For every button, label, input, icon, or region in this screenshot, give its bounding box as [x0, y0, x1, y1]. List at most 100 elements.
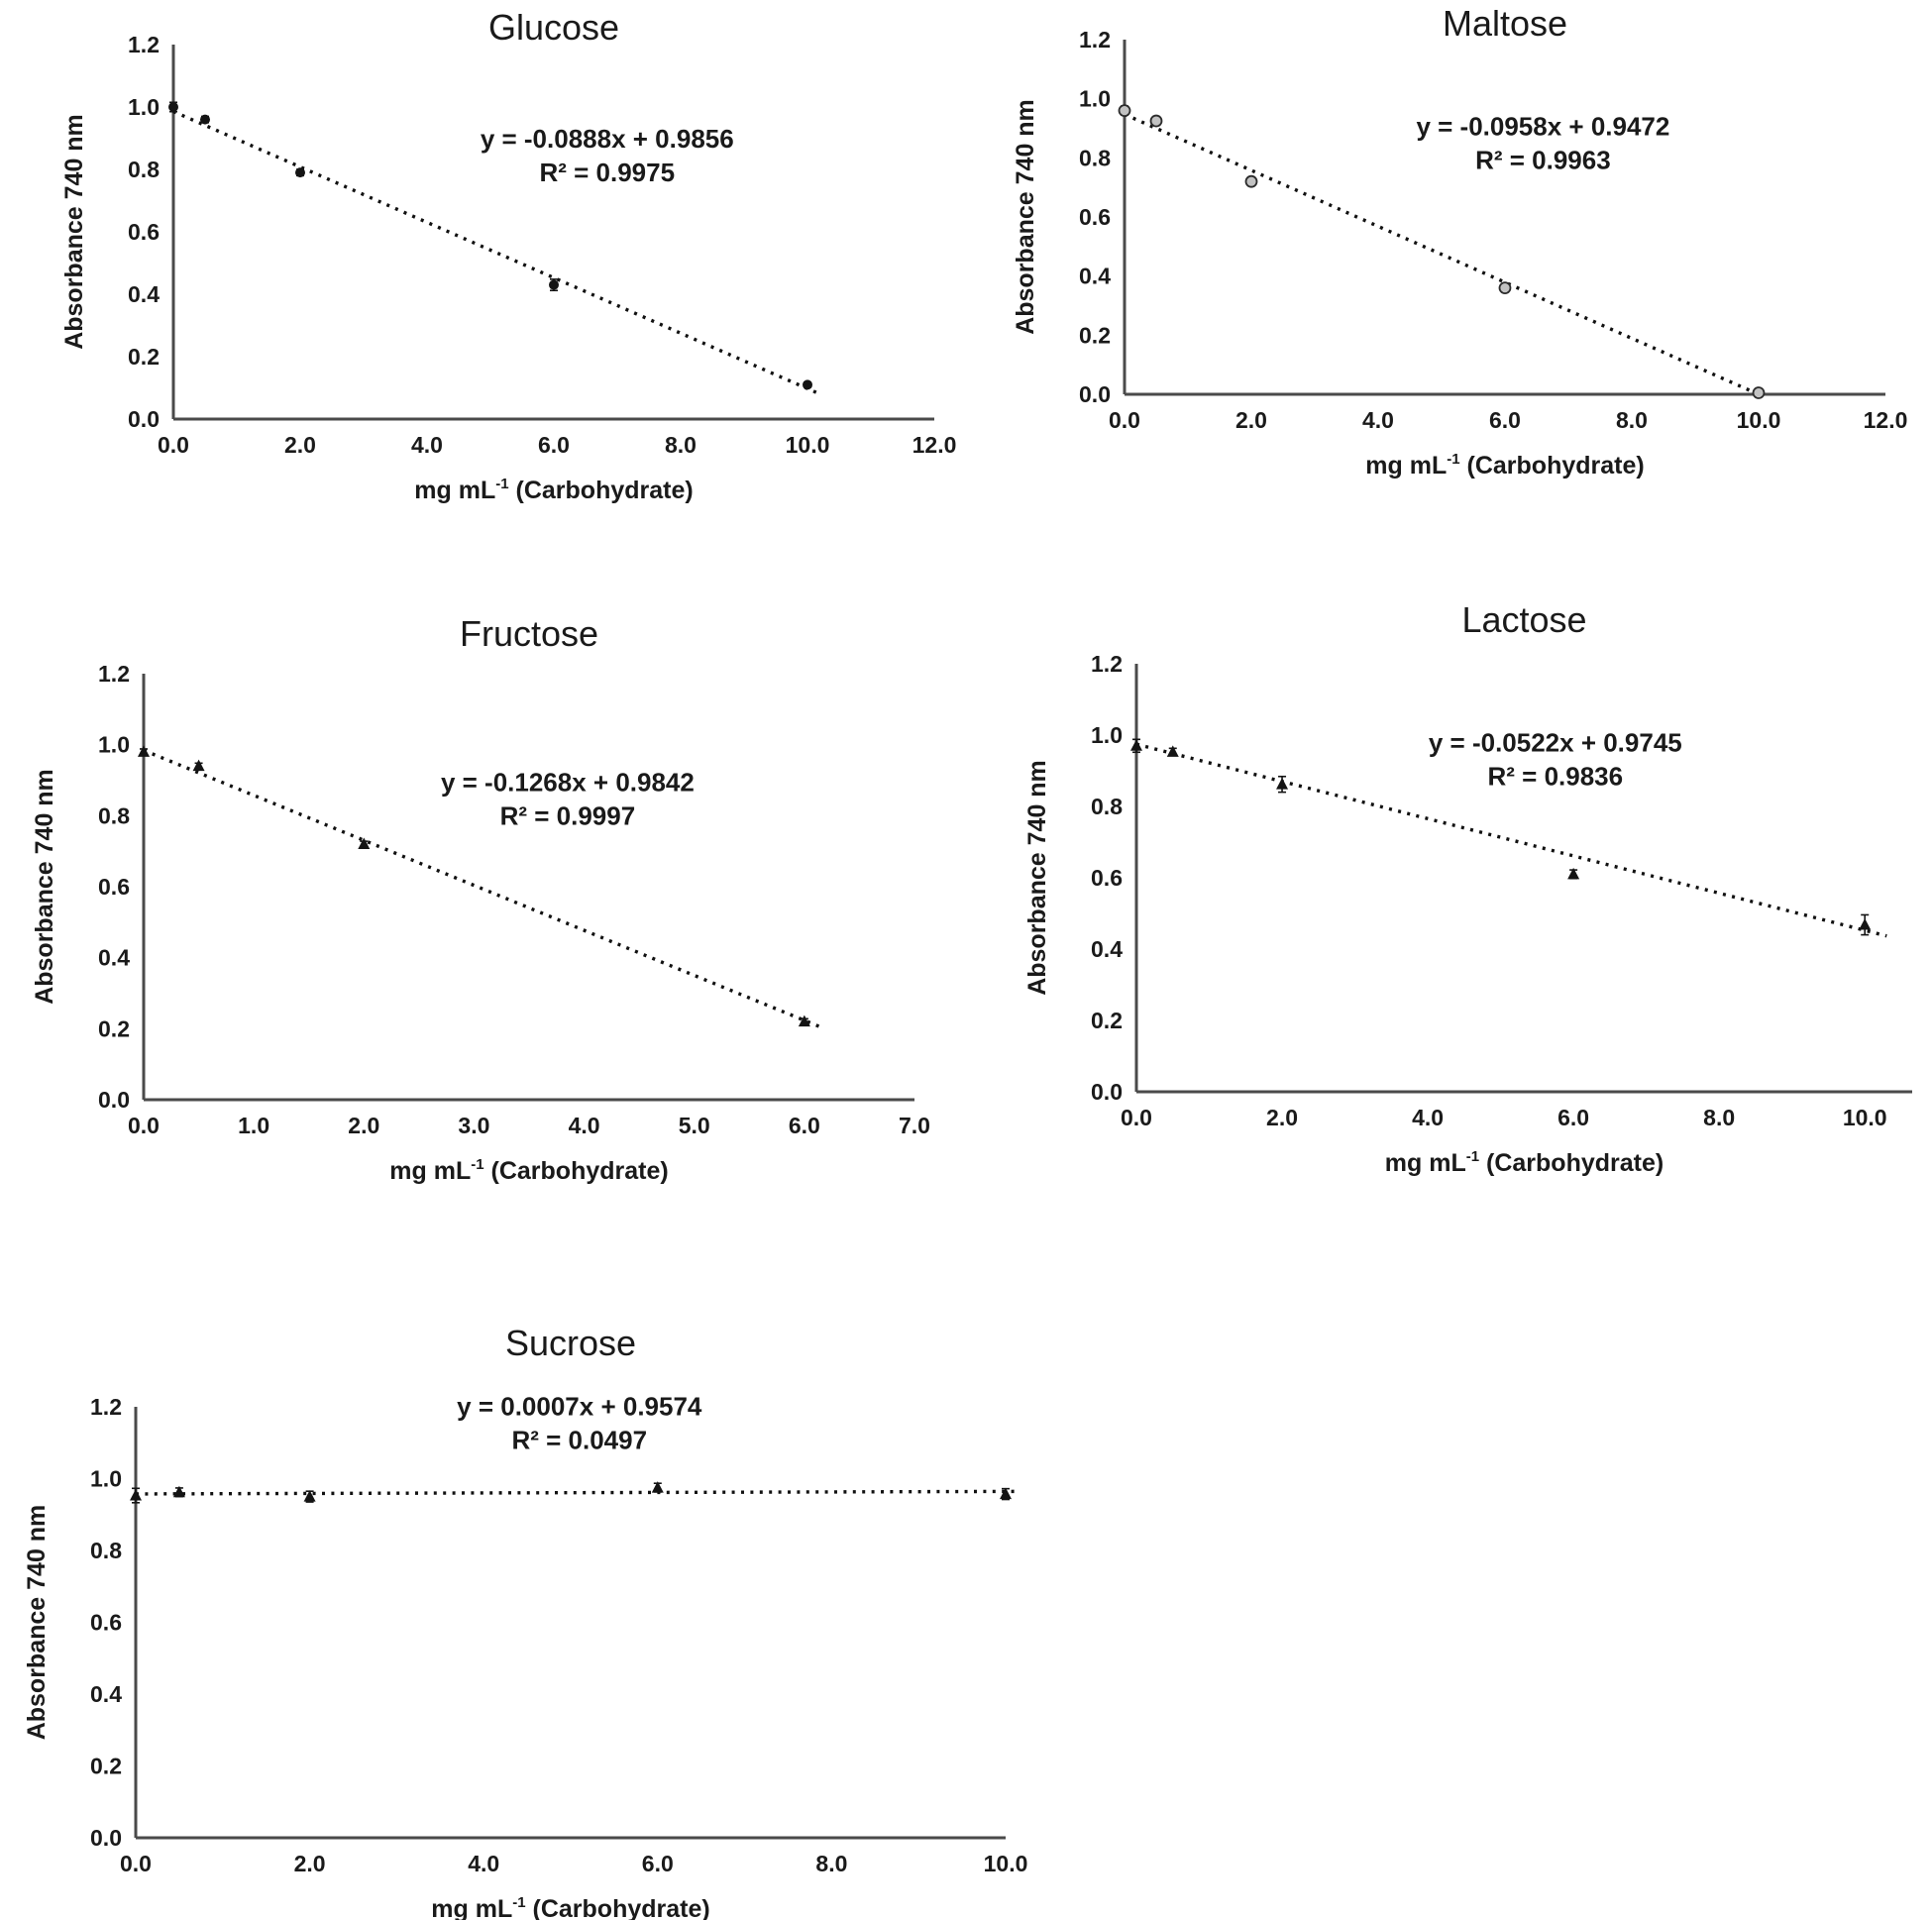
y-tick-label: 0.6: [98, 874, 130, 900]
x-tick-label: 0.0: [158, 432, 189, 458]
y-tick-label: 1.0: [1091, 722, 1123, 748]
x-axis-label: mg mL-1 (Carbohydrate): [1365, 451, 1644, 480]
chart-title: Fructose: [460, 613, 598, 654]
trendline-dotted: [172, 109, 818, 395]
data-point: [358, 837, 371, 849]
trendline-equation: y = -0.0522x + 0.9745: [1429, 728, 1682, 758]
data-point: [1859, 918, 1872, 930]
x-axis-label: mg mL-1 (Carbohydrate): [431, 1894, 709, 1920]
x-tick-label: 4.0: [411, 432, 443, 458]
chart-sucrose: 0.0 0.2 0.4 0.6 0.8 1.0 1.2 0.0 2.0 4.0 6.0 8.0 10.0…: [20, 1268, 1040, 1920]
y-tick-label: 1.2: [1091, 651, 1123, 677]
data-point: [1752, 386, 1766, 399]
x-tick-label: 10.0: [786, 432, 830, 458]
y-tick-label: 0.2: [98, 1015, 130, 1041]
data-point: [192, 759, 205, 772]
data-point: [651, 1481, 664, 1493]
chart-maltose: 0.0 0.2 0.4 0.6 0.8 1.0 1.2 0.0 2.0 4.0 6.0 8.0 10.0…: [1011, 0, 1932, 540]
x-axis-label: mg mL-1 (Carbohydrate): [389, 1156, 668, 1185]
x-tick-label: 10.0: [1843, 1105, 1887, 1130]
data-point: [168, 102, 178, 112]
x-tick-label: 3.0: [458, 1113, 489, 1138]
x-tick-label: 4.0: [1412, 1105, 1444, 1130]
y-tick-label: 0.2: [1091, 1008, 1123, 1033]
y-tick-label: 0.6: [128, 219, 160, 245]
x-tick-label: 8.0: [1703, 1105, 1735, 1130]
y-tick-label: 0.0: [1091, 1079, 1123, 1105]
y-axis-label: Absorbance 740 nm: [23, 1505, 51, 1741]
maltose-plot-svg: 0.0 0.2 0.4 0.6 0.8 1.0 1.2 0.0 2.0 4.0 6.0 8.0 10.0…: [1012, 3, 1908, 480]
y-tick-label: 1.2: [90, 1394, 122, 1420]
y-tick-label: 0.0: [98, 1087, 130, 1113]
trendline-equation: y = 0.0007x + 0.9574: [457, 1392, 702, 1422]
y-tick-label: 0.8: [98, 802, 130, 828]
x-tick-label: 6.0: [789, 1113, 820, 1138]
data-point: [1118, 104, 1131, 117]
x-tick-label: 12.0: [912, 432, 957, 458]
x-tick-label: 6.0: [1489, 407, 1521, 433]
x-tick-label: 2.0: [1266, 1105, 1298, 1130]
y-tick-label: 0.4: [1079, 264, 1111, 289]
chart-title: Maltose: [1443, 3, 1567, 44]
data-point: [1149, 114, 1163, 128]
data-point: [803, 379, 812, 390]
trendline-dotted: [1135, 742, 1887, 938]
x-tick-label: 2.0: [284, 432, 316, 458]
trendline-equation: y = -0.0958x + 0.9472: [1416, 112, 1669, 142]
y-tick-label: 0.2: [90, 1754, 122, 1779]
y-tick-label: 0.0: [90, 1825, 122, 1851]
data-point: [1244, 174, 1258, 188]
y-tick-label: 1.2: [98, 661, 130, 687]
y-tick-label: 0.8: [128, 157, 160, 182]
y-tick-label: 1.2: [128, 32, 160, 57]
trendline-dotted: [1124, 112, 1760, 396]
r-squared-value: R² = 0.9963: [1475, 146, 1611, 175]
y-tick-label: 0.6: [1091, 865, 1123, 891]
glucose-plot-svg: 0.0 0.2 0.4 0.6 0.8 1.0 1.2 0.0 2.0 4.0 6.0 8.0 10.0…: [60, 7, 957, 504]
y-tick-label: 0.4: [1091, 936, 1123, 962]
data-point: [172, 1485, 185, 1498]
trendline-equation: y = -0.1268x + 0.9842: [441, 767, 695, 797]
x-tick-label: 2.0: [294, 1851, 326, 1876]
chart-fructose: 0.0 0.2 0.4 0.6 0.8 1.0 1.2 0.0 1.0 2.0 3.0 4.0 5.0 6…: [30, 555, 981, 1228]
data-point: [200, 114, 210, 125]
r-squared-value: R² = 0.9997: [500, 800, 636, 830]
x-axis-label: mg mL-1 (Carbohydrate): [414, 476, 693, 504]
x-tick-label: 8.0: [815, 1851, 847, 1876]
y-axis-label: Absorbance 740 nm: [1023, 760, 1051, 996]
x-tick-label: 8.0: [1616, 407, 1648, 433]
y-tick-label: 0.4: [128, 281, 160, 307]
x-tick-label: 0.0: [120, 1851, 152, 1876]
fructose-plot-svg: 0.0 0.2 0.4 0.6 0.8 1.0 1.2 0.0 1.0 2.0 3.0 4.0 5.0 6…: [31, 613, 930, 1185]
y-tick-label: 1.0: [128, 94, 160, 120]
y-tick-label: 0.6: [1079, 204, 1111, 230]
x-tick-label: 5.0: [679, 1113, 710, 1138]
y-tick-label: 0.4: [90, 1681, 122, 1707]
x-tick-label: 4.0: [468, 1851, 499, 1876]
x-tick-label: 2.0: [348, 1113, 379, 1138]
data-point: [1567, 867, 1580, 880]
x-tick-label: 0.0: [1121, 1105, 1152, 1130]
x-tick-label: 0.0: [1109, 407, 1140, 433]
data-point: [130, 1489, 142, 1501]
y-axis-label: Absorbance 740 nm: [1012, 99, 1039, 335]
data-point: [303, 1490, 316, 1502]
data-point: [549, 279, 559, 290]
x-tick-label: 12.0: [1864, 407, 1908, 433]
r-squared-value: R² = 0.9836: [1488, 762, 1624, 792]
data-point: [138, 745, 150, 757]
y-tick-label: 0.8: [1091, 794, 1123, 819]
chart-title: Sucrose: [505, 1323, 636, 1363]
x-axis-label: mg mL-1 (Carbohydrate): [1385, 1148, 1664, 1177]
y-tick-label: 0.6: [90, 1610, 122, 1636]
x-tick-label: 6.0: [538, 432, 570, 458]
y-tick-label: 0.0: [1079, 381, 1111, 407]
data-point: [1166, 745, 1179, 757]
x-tick-label: 10.0: [984, 1851, 1028, 1876]
y-tick-label: 0.0: [128, 406, 160, 432]
data-point: [1276, 778, 1289, 790]
y-tick-label: 0.2: [1079, 322, 1111, 348]
y-tick-label: 1.0: [1079, 86, 1111, 112]
data-point: [1498, 281, 1512, 295]
